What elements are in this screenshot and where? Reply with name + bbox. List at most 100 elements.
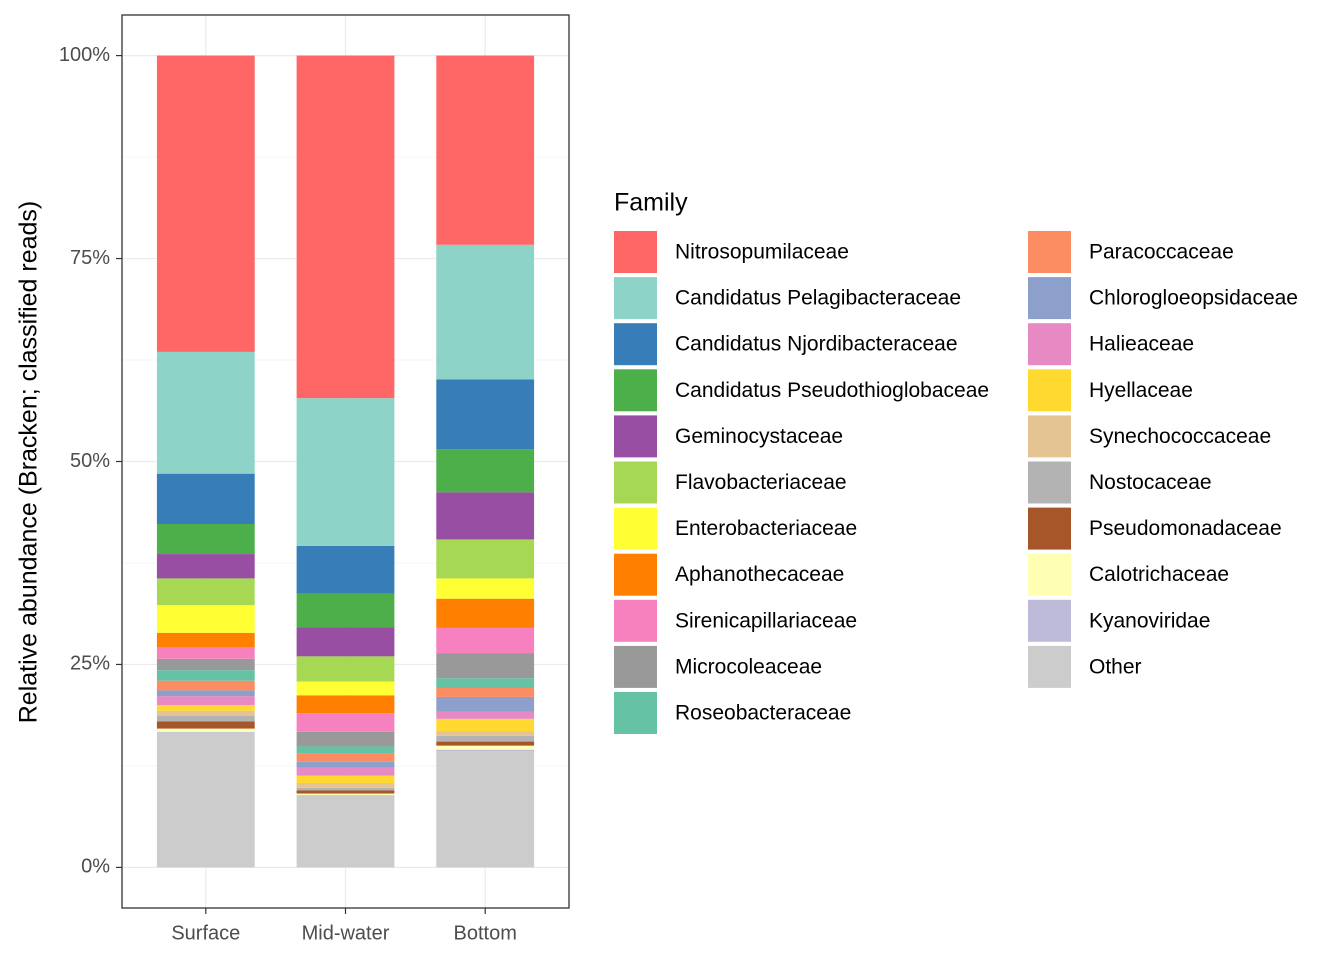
bar-segment <box>296 398 395 546</box>
x-tick-label: Surface <box>171 922 240 944</box>
bar-segment <box>296 795 395 868</box>
legend-swatch <box>614 645 657 688</box>
legend-swatch <box>1028 323 1071 366</box>
bar-segment <box>296 767 395 776</box>
legend-swatch <box>1028 415 1071 458</box>
x-tick-label: Mid-water <box>302 922 390 944</box>
legend-swatch <box>1028 553 1071 596</box>
legend-swatch <box>614 277 657 320</box>
legend-label: Other <box>1089 655 1142 678</box>
bar-segment <box>296 713 395 732</box>
bar-segment <box>156 721 255 729</box>
bar-segment <box>436 627 535 654</box>
legend-label: Sirenicapillariaceae <box>675 609 857 632</box>
legend-label: Paracoccaceae <box>1089 241 1234 264</box>
bars <box>156 55 535 868</box>
bar-segment <box>156 578 255 606</box>
y-tick-label: 75% <box>70 247 110 269</box>
legend-swatch <box>614 415 657 458</box>
bar-segment <box>156 710 255 716</box>
bar-segment <box>436 749 535 752</box>
bar-segment <box>156 731 255 733</box>
bar-segment <box>436 55 535 245</box>
bar-segment <box>156 351 255 474</box>
bar-segment <box>296 695 395 714</box>
bar-segment <box>156 680 255 691</box>
bar-segment <box>436 741 535 746</box>
legend-swatch <box>1028 277 1071 320</box>
bar-segment <box>436 578 535 599</box>
legend-label: Roseobacteraceae <box>675 702 851 725</box>
legend-swatch <box>614 461 657 504</box>
bar-segment <box>156 524 255 555</box>
legend-swatch <box>1028 369 1071 412</box>
bar-segment <box>436 696 535 712</box>
bar-segment <box>436 751 535 868</box>
bar-segment <box>156 647 255 659</box>
bar-segment <box>296 782 395 788</box>
legend-swatch <box>614 553 657 596</box>
y-tick-label: 0% <box>81 856 110 878</box>
bar-segment <box>296 545 395 594</box>
bar-segment <box>156 690 255 697</box>
bar-segment <box>156 632 255 648</box>
legend-label: Calotrichaceae <box>1089 563 1229 586</box>
legend-label: Halieaceae <box>1089 333 1194 356</box>
bar-segment <box>296 761 395 768</box>
bar-segment <box>296 753 395 762</box>
bar-segment <box>156 55 255 352</box>
y-axis-label: Relative abundance (Bracken; classified … <box>15 201 43 724</box>
bar-segment <box>156 715 255 722</box>
legend-swatch <box>614 369 657 412</box>
y-tick-label: 25% <box>70 653 110 675</box>
axes: 0% 25% 50% 75% 100% Surface Mid-water Bottom <box>59 44 517 944</box>
bar-segment <box>156 732 255 868</box>
bar-segment <box>296 793 395 796</box>
legend-label: Enterobacteriaceae <box>675 517 857 540</box>
bar-segment <box>296 593 395 628</box>
bar-segment <box>436 492 535 540</box>
legend-label: Candidatus Pseudothioglobaceae <box>675 379 989 402</box>
legend-label: Candidatus Njordibacteraceae <box>675 333 958 356</box>
bar-segment <box>436 449 535 493</box>
bar-segment <box>156 605 255 633</box>
bar-segment <box>436 718 535 732</box>
bar-segment <box>436 539 535 579</box>
legend-swatch <box>614 231 657 273</box>
bar-segment <box>436 244 535 380</box>
bar-segment <box>156 696 255 706</box>
bar-segment <box>296 731 395 747</box>
legend-swatch <box>614 507 657 550</box>
legend-label: Kyanoviridae <box>1089 609 1210 632</box>
legend-swatch <box>1028 645 1071 688</box>
legend-label: Aphanothecaceae <box>675 563 844 586</box>
bar-segment <box>296 795 395 796</box>
bar-segment <box>156 705 255 711</box>
bar-segment <box>436 678 535 688</box>
legend-label: Candidatus Pelagibacteraceae <box>675 287 961 310</box>
legend-swatch <box>1028 507 1071 550</box>
bar-segment <box>436 687 535 697</box>
bar-segment <box>296 656 395 682</box>
bar-segment <box>296 681 395 696</box>
legend-swatch <box>1028 231 1071 273</box>
x-tick-label: Bottom <box>454 922 517 944</box>
legend-label: Chlorogloeopsidaceae <box>1089 287 1298 310</box>
legend-label: Microcoleaceae <box>675 655 822 678</box>
bar-segment <box>296 627 395 657</box>
legend-label: Pseudomonadaceae <box>1089 517 1282 540</box>
legend-swatch <box>614 692 657 734</box>
bar-segment <box>156 670 255 681</box>
legend-swatch <box>614 599 657 642</box>
bar-segment <box>436 379 535 450</box>
legend-label: Flavobacteriaceae <box>675 471 847 494</box>
y-tick-label: 100% <box>59 44 110 66</box>
legend-label: Nitrosopumilaceae <box>675 241 849 264</box>
bar-segment <box>436 731 535 736</box>
bar-segment <box>436 598 535 628</box>
legend-swatch <box>1028 461 1071 504</box>
legend-label: Nostocaceae <box>1089 471 1212 494</box>
bar-segment <box>436 653 535 679</box>
bar-segment <box>296 790 395 794</box>
